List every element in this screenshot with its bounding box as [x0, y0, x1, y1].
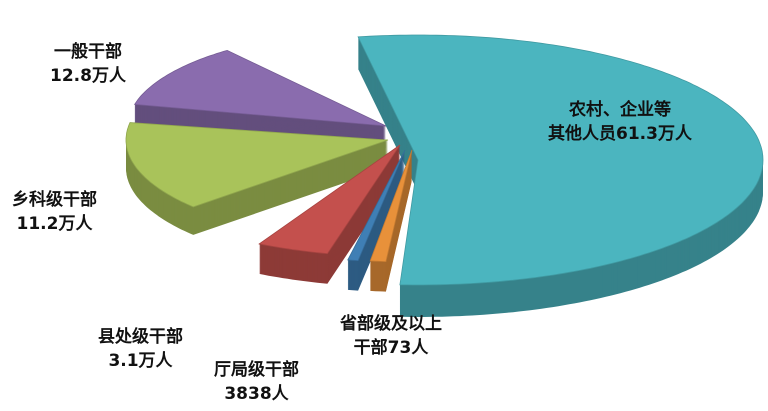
label-ministerial-name: 省部级及以上 [340, 314, 442, 334]
pie-slice-top [133, 49, 387, 127]
pie-slice-top [347, 149, 406, 262]
label-general-value: 12.8万人 [50, 66, 126, 86]
pie-slice-2 [347, 149, 406, 291]
label-bureau-value: 3838人 [224, 384, 289, 404]
label-rural: 农村、企业等 其他人员61.3万人 [548, 98, 692, 146]
pie-slice-top [125, 122, 389, 208]
label-general: 一般干部 12.8万人 [50, 40, 126, 88]
label-ministerial-value: 干部73人 [353, 338, 429, 358]
label-bureau-name: 厅局级干部 [214, 360, 299, 380]
label-rural-value: 其他人员61.3万人 [548, 124, 692, 144]
pie-slice-top [357, 34, 764, 286]
pie-slice-top [369, 149, 413, 263]
label-township: 乡科级干部 11.2万人 [12, 188, 97, 236]
label-county-value: 3.1万人 [108, 351, 173, 371]
pie-slice-1 [369, 149, 413, 292]
label-county: 县处级干部 3.1万人 [98, 325, 183, 373]
label-county-name: 县处级干部 [98, 327, 183, 347]
pie-slice-0 [357, 34, 764, 317]
label-ministerial: 省部级及以上 干部73人 [340, 312, 442, 360]
label-bureau: 厅局级干部 3838人 [214, 358, 299, 406]
pie-slice-4 [125, 122, 389, 235]
label-township-value: 11.2万人 [16, 214, 93, 234]
pie-slice-5 [133, 49, 387, 148]
label-general-name: 一般干部 [53, 42, 122, 62]
label-township-name: 乡科级干部 [12, 190, 97, 210]
label-rural-name: 农村、企业等 [568, 100, 671, 120]
pie-slice-top [258, 144, 401, 255]
pie-slice-3 [258, 144, 401, 284]
